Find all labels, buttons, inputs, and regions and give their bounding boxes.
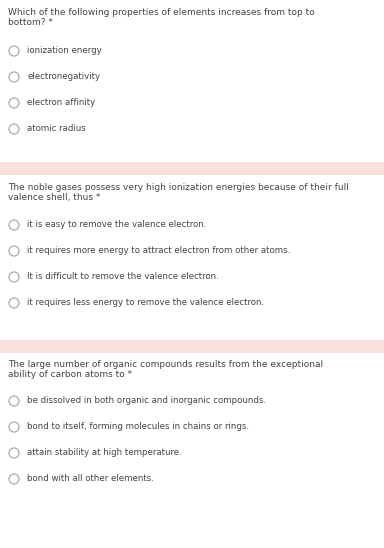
Text: bottom? *: bottom? * xyxy=(8,18,53,27)
Text: Which of the following properties of elements increases from top to: Which of the following properties of ele… xyxy=(8,8,315,17)
Text: it requires more energy to attract electron from other atoms.: it requires more energy to attract elect… xyxy=(27,246,290,255)
Text: electronegativity: electronegativity xyxy=(27,72,100,81)
Text: bond with all other elements.: bond with all other elements. xyxy=(27,474,154,483)
Text: It is difficult to remove the valence electron.: It is difficult to remove the valence el… xyxy=(27,272,219,281)
Text: ability of carbon atoms to *: ability of carbon atoms to * xyxy=(8,370,132,379)
Text: attain stability at high temperature.: attain stability at high temperature. xyxy=(27,448,182,457)
Text: electron affinity: electron affinity xyxy=(27,98,95,107)
Bar xyxy=(0,340,384,353)
Text: bond to itself, forming molecules in chains or rings.: bond to itself, forming molecules in cha… xyxy=(27,422,249,431)
Bar xyxy=(0,162,384,175)
Text: ionization energy: ionization energy xyxy=(27,46,102,55)
Text: it is easy to remove the valence electron.: it is easy to remove the valence electro… xyxy=(27,220,206,229)
Text: The large number of organic compounds results from the exceptional: The large number of organic compounds re… xyxy=(8,360,323,369)
Text: it requires less energy to remove the valence electron.: it requires less energy to remove the va… xyxy=(27,298,264,307)
Text: be dissolved in both organic and inorganic compounds.: be dissolved in both organic and inorgan… xyxy=(27,396,266,405)
Text: The noble gases possess very high ionization energies because of their full: The noble gases possess very high ioniza… xyxy=(8,183,349,192)
Text: atomic radius: atomic radius xyxy=(27,124,86,133)
Text: valence shell, thus *: valence shell, thus * xyxy=(8,193,100,202)
